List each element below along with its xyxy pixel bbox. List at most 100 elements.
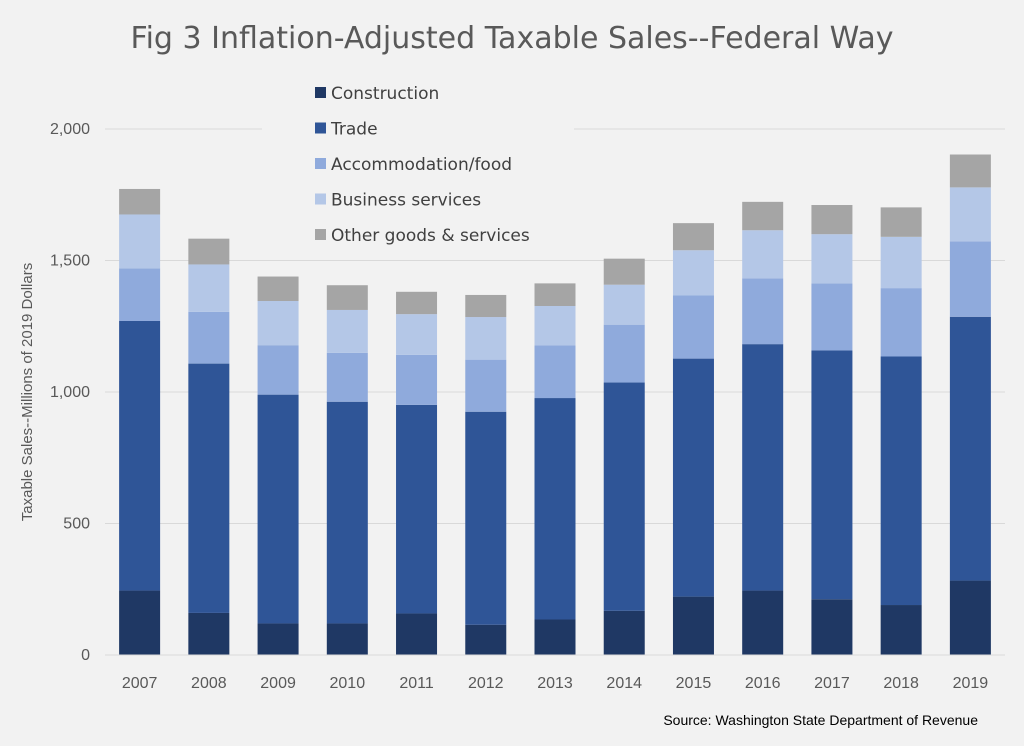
- bar-segment-trade-2017: [811, 350, 853, 600]
- bar-segment-other-goods-services-2019: [949, 154, 991, 188]
- x-tick-label: 2011: [399, 675, 434, 692]
- bar-segment-business-services-2013: [534, 305, 576, 346]
- legend-label: Accommodation/food: [331, 155, 512, 175]
- bar-segment-other-goods-services-2018: [880, 207, 922, 237]
- bar-segment-construction-2018: [880, 605, 922, 655]
- bar-segment-other-goods-services-2015: [672, 223, 714, 251]
- x-tick-label: 2012: [468, 675, 504, 692]
- x-axis-ticks: 2007 2008 2009 2010 2011 2012 2013 2014 2015 2016…: [122, 675, 988, 692]
- bar-segment-trade-2018: [880, 356, 922, 606]
- bars: [119, 154, 991, 655]
- bar-segment-accommodation-food-2017: [811, 283, 853, 351]
- bar-segment-other-goods-services-2016: [742, 201, 784, 231]
- x-tick-label: 2008: [191, 675, 227, 692]
- y-tick-label: 1,000: [50, 384, 90, 401]
- bar-segment-accommodation-food-2012: [465, 359, 507, 412]
- bar-segment-construction-2013: [534, 619, 576, 655]
- bar-segment-construction-2009: [257, 623, 299, 655]
- bar-segment-construction-2016: [742, 590, 784, 655]
- legend: Construction Trade Accommodation/food Busin…: [315, 84, 530, 246]
- x-tick-label: 2009: [260, 675, 296, 692]
- legend-swatch: [315, 229, 326, 240]
- legend-background: [262, 72, 574, 258]
- bar-segment-construction-2017: [811, 599, 853, 655]
- bar-segment-accommodation-food-2011: [396, 354, 438, 405]
- x-tick-label: 2019: [953, 675, 989, 692]
- bar-segment-accommodation-food-2019: [949, 241, 991, 317]
- bar-segment-other-goods-services-2008: [188, 238, 230, 265]
- bar-segment-business-services-2017: [811, 234, 853, 284]
- x-tick-label: 2014: [606, 675, 642, 692]
- x-tick-label: 2016: [745, 675, 781, 692]
- bar-segment-construction-2014: [603, 610, 645, 655]
- x-tick-label: 2007: [122, 675, 158, 692]
- legend-swatch: [315, 158, 326, 169]
- bar-segment-accommodation-food-2014: [603, 324, 645, 383]
- y-tick-label: 500: [63, 516, 90, 533]
- y-tick-label: 2,000: [50, 121, 90, 138]
- legend-label: Business services: [331, 191, 481, 211]
- bar-segment-business-services-2011: [396, 314, 438, 355]
- y-axis-label: Taxable Sales--Millions of 2019 Dollars: [19, 263, 36, 521]
- x-tick-label: 2015: [676, 675, 712, 692]
- bar-segment-trade-2019: [949, 316, 991, 581]
- y-tick-label: 0: [81, 647, 90, 664]
- x-tick-label: 2017: [814, 675, 850, 692]
- bar-segment-business-services-2015: [672, 250, 714, 296]
- bar-segment-construction-2012: [465, 624, 507, 655]
- source-note: Source: Washington State Department of R…: [663, 712, 978, 728]
- bar-segment-business-services-2010: [326, 309, 368, 353]
- bar-segment-accommodation-food-2009: [257, 345, 299, 395]
- bar-segment-other-goods-services-2011: [396, 291, 438, 315]
- bar-segment-other-goods-services-2012: [465, 294, 507, 318]
- x-tick-label: 2010: [330, 675, 366, 692]
- x-tick-label: 2013: [537, 675, 573, 692]
- bar-segment-trade-2008: [188, 363, 230, 613]
- bar-segment-construction-2015: [672, 596, 714, 655]
- bar-segment-accommodation-food-2013: [534, 345, 576, 399]
- bar-segment-accommodation-food-2018: [880, 288, 922, 357]
- bar-segment-other-goods-services-2009: [257, 276, 299, 302]
- bar-segment-trade-2013: [534, 398, 576, 620]
- bar-segment-construction-2007: [119, 590, 161, 655]
- bar-segment-accommodation-food-2007: [119, 268, 161, 321]
- bar-segment-accommodation-food-2015: [672, 295, 714, 359]
- bar-segment-trade-2016: [742, 344, 784, 591]
- bar-segment-business-services-2014: [603, 284, 645, 325]
- legend-swatch: [315, 87, 326, 98]
- bar-segment-other-goods-services-2007: [119, 188, 161, 215]
- bar-segment-trade-2012: [465, 411, 507, 625]
- y-tick-label: 1,500: [50, 253, 90, 270]
- bar-segment-business-services-2018: [880, 236, 922, 289]
- bar-segment-business-services-2007: [119, 214, 161, 269]
- bar-segment-other-goods-services-2014: [603, 258, 645, 285]
- bar-segment-trade-2007: [119, 320, 161, 591]
- legend-label: Trade: [330, 120, 378, 140]
- y-axis-ticks: 0 500 1,000 1,500 2,000: [50, 121, 90, 664]
- legend-label: Construction: [331, 84, 439, 104]
- bar-segment-other-goods-services-2010: [326, 285, 368, 310]
- bar-segment-trade-2010: [326, 401, 368, 624]
- bar-segment-construction-2011: [396, 613, 438, 655]
- bar-segment-construction-2019: [949, 580, 991, 655]
- bar-segment-construction-2010: [326, 623, 368, 655]
- bar-segment-business-services-2008: [188, 264, 230, 312]
- bar-segment-accommodation-food-2010: [326, 352, 368, 402]
- bar-segment-trade-2015: [672, 358, 714, 597]
- bar-segment-business-services-2016: [742, 230, 784, 279]
- bar-segment-other-goods-services-2013: [534, 283, 576, 306]
- x-tick-label: 2018: [883, 675, 919, 692]
- bar-segment-business-services-2012: [465, 317, 507, 360]
- bar-segment-trade-2011: [396, 404, 438, 614]
- bar-segment-business-services-2019: [949, 187, 991, 242]
- legend-swatch: [315, 193, 326, 205]
- bar-segment-construction-2008: [188, 612, 230, 655]
- bar-segment-accommodation-food-2008: [188, 311, 230, 364]
- bar-segment-accommodation-food-2016: [742, 278, 784, 345]
- legend-label: Other goods & services: [331, 226, 530, 246]
- bar-segment-trade-2009: [257, 394, 299, 624]
- chart-title: Fig 3 Inflation-Adjusted Taxable Sales--…: [131, 21, 894, 56]
- bar-segment-business-services-2009: [257, 301, 299, 346]
